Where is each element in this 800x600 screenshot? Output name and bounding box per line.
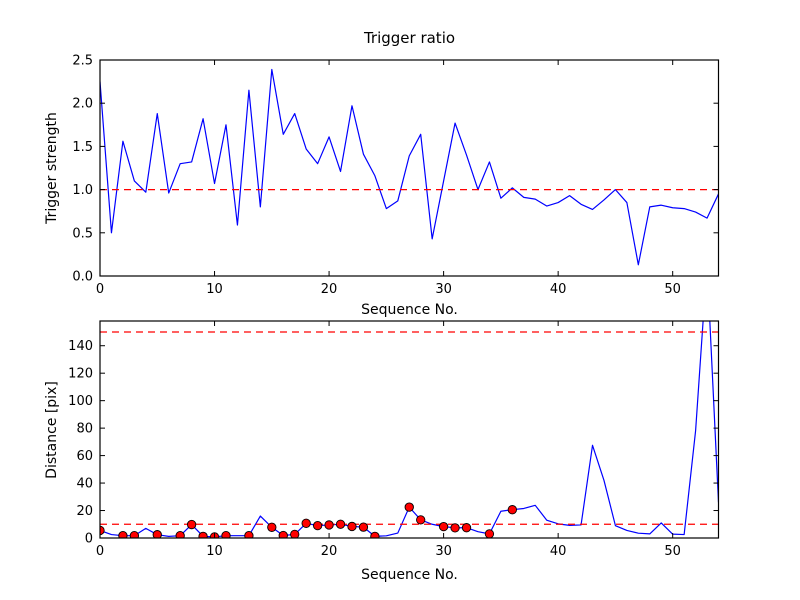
top-axes-border [99,59,720,277]
x-tick-label: 0 [96,282,104,297]
y-tick-label: 2.0 [72,97,93,112]
y-tick-label: 40 [76,477,93,492]
matched-point-marker [404,502,414,512]
matched-point-marker [358,522,369,532]
matched-point-marker [301,518,311,528]
matched-point-marker [370,531,380,538]
y-tick-label: 1.0 [72,183,93,198]
matched-point-marker [198,531,208,538]
panel-bottom: 0 10 20 30 40 50 0 20 40 60 80 100 120 140 [68,320,720,559]
y-tick-label: 2.5 [72,54,93,69]
top-data-line [100,68,719,266]
x-tick-label: 10 [206,544,223,559]
matched-point-marker [290,529,300,538]
y-tick-label: 140 [68,339,93,354]
top-yaxis-label: Trigger strength [44,112,60,224]
top-axes-background [100,60,719,276]
matched-point-marker [484,529,495,538]
y-tick-label: 60 [76,449,93,464]
matched-point-marker [347,521,357,532]
y-tick-label: 80 [76,422,93,437]
matched-point-marker [507,505,517,515]
matched-point-marker [129,531,140,538]
x-tick-label: 0 [96,544,104,559]
bottom-axes-background [100,321,719,538]
top-xaxis-label: Sequence No. [361,302,458,318]
x-tick-label: 30 [435,544,452,559]
matched-point-marker [186,519,197,530]
matched-point-marker [312,520,323,531]
x-tick-label: 50 [664,544,681,559]
x-tick-label: 20 [321,282,338,297]
x-tick-label: 40 [550,282,567,297]
y-tick-label: 0.5 [72,226,93,241]
bottom-yaxis-label: Distance [pix] [44,381,60,479]
y-tick-label: 0.0 [72,270,93,285]
matched-point-marker [244,531,254,538]
chart-title: Trigger ratio [363,29,456,47]
y-tick-label: 1.5 [72,140,93,155]
y-tick-label: 20 [76,504,93,519]
matched-point-marker [118,531,128,538]
x-tick-label: 20 [321,544,338,559]
matched-point-marker [438,521,449,532]
y-tick-label: 0 [85,532,93,547]
x-tick-label: 10 [206,282,223,297]
matched-point-marker [152,530,162,538]
matched-point-marker [221,531,231,538]
bottom-axes-border [99,320,720,539]
x-tick-label: 50 [664,282,681,297]
panel-top: 0 10 20 30 40 50 0.0 0.5 1.0 1.5 2.0 2.5 [72,54,720,297]
x-tick-label: 30 [435,282,452,297]
matched-point-marker [335,519,346,529]
x-tick-label: 40 [550,544,567,559]
matched-point-marker [450,523,460,533]
matched-point-marker [278,530,288,538]
bottom-xaxis-label: Sequence No. [361,567,458,583]
matched-point-marker [461,523,472,533]
matched-point-marker [416,515,426,525]
y-tick-label: 120 [68,367,93,382]
y-tick-label: 100 [68,394,93,409]
matched-point-marker [267,522,277,532]
matched-point-marker [324,520,334,530]
matched-point-marker [175,531,185,538]
